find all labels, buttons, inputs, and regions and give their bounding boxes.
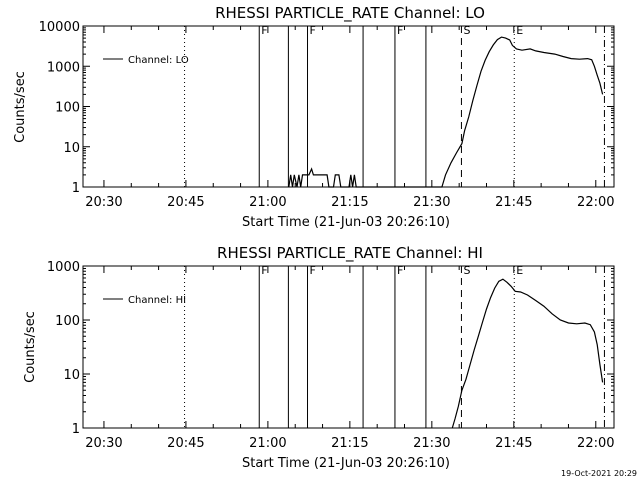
- y-tick-label-lo: 10: [63, 141, 80, 156]
- x-tick-label-hi: 21:00: [249, 436, 286, 451]
- y-tick-label-lo: 10000: [39, 20, 80, 35]
- plot-frame-hi: [82, 265, 615, 429]
- event-marker-label-lo: E: [516, 24, 523, 37]
- x-tick-label-lo: 21:45: [495, 195, 532, 210]
- x-tick-label-hi: 21:45: [495, 436, 532, 451]
- event-marker-label-hi: E: [516, 264, 523, 277]
- y-tick-label-hi: 10: [63, 368, 80, 383]
- y-tick-label-hi: 1000: [47, 260, 80, 275]
- x-tick-label-lo: 20:45: [167, 195, 204, 210]
- x-axis-title-hi: Start Time (21-Jun-03 20:26:10): [242, 456, 450, 471]
- y-tick-label-lo: 100: [55, 101, 80, 116]
- footer-timestamp: 19-Oct-2021 20:29: [561, 469, 637, 478]
- x-tick-label-hi: 21:15: [331, 436, 368, 451]
- x-tick-label-lo: 22:00: [577, 195, 614, 210]
- x-tick-label-hi: 21:30: [413, 436, 450, 451]
- y-axis-title-hi: Counts/sec: [23, 311, 38, 383]
- x-tick-label-hi: 22:00: [577, 436, 614, 451]
- x-tick-label-hi: 20:30: [85, 436, 122, 451]
- event-marker-label-lo: S: [463, 24, 470, 37]
- event-marker-label-lo: F: [397, 24, 403, 37]
- event-marker-label-hi: F: [397, 264, 403, 277]
- event-marker-label-hi: S: [463, 264, 470, 277]
- event-marker-label-lo: F: [310, 24, 316, 37]
- legend-label-hi: Channel: HI: [128, 295, 186, 306]
- event-marker-label-hi: F: [261, 264, 267, 277]
- y-tick-label-lo: 1000: [47, 60, 80, 75]
- legend-label-lo: Channel: LO: [128, 55, 189, 66]
- chart-title-hi: RHESSI PARTICLE_RATE Channel: HI: [217, 244, 483, 263]
- x-tick-label-lo: 21:30: [413, 195, 450, 210]
- x-tick-label-lo: 21:15: [331, 195, 368, 210]
- series-line-hi: [451, 278, 604, 429]
- event-marker-label-hi: F: [310, 264, 316, 277]
- series-line-lo: [288, 36, 604, 188]
- chart-title-lo: RHESSI PARTICLE_RATE Channel: LO: [215, 4, 485, 23]
- x-tick-label-hi: 20:45: [167, 436, 204, 451]
- y-axis-title-lo: Counts/sec: [13, 71, 28, 143]
- y-tick-label-hi: 1: [72, 422, 80, 437]
- x-tick-label-lo: 20:30: [85, 195, 122, 210]
- x-axis-title-lo: Start Time (21-Jun-03 20:26:10): [242, 215, 450, 230]
- event-marker-label-lo: F: [261, 24, 267, 37]
- x-tick-label-lo: 21:00: [249, 195, 286, 210]
- y-tick-label-lo: 1: [72, 181, 80, 196]
- y-tick-label-hi: 100: [55, 314, 80, 329]
